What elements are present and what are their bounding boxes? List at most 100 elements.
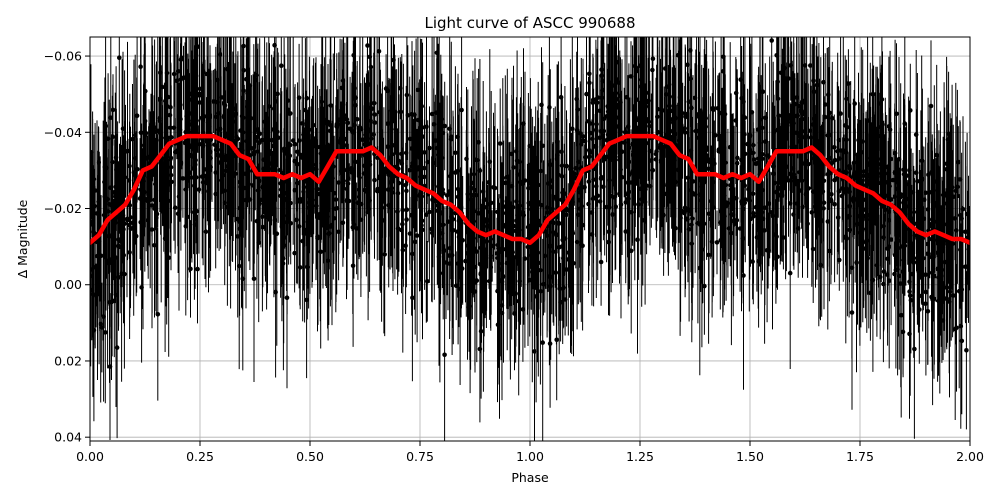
data-point bbox=[664, 92, 669, 97]
data-point bbox=[303, 107, 308, 113]
data-point bbox=[702, 164, 707, 170]
data-point bbox=[105, 136, 111, 142]
data-point bbox=[806, 161, 811, 167]
data-point bbox=[400, 207, 406, 213]
data-point bbox=[594, 121, 599, 127]
data-point bbox=[604, 137, 610, 143]
data-point bbox=[299, 155, 305, 160]
data-point bbox=[908, 108, 913, 113]
data-point bbox=[420, 134, 425, 139]
data-point bbox=[355, 200, 361, 206]
data-point bbox=[132, 197, 137, 203]
data-point bbox=[925, 207, 931, 212]
data-point bbox=[669, 181, 674, 187]
data-point bbox=[658, 159, 664, 165]
data-point bbox=[496, 246, 501, 251]
data-point bbox=[863, 246, 868, 251]
data-point bbox=[947, 194, 953, 200]
data-point bbox=[255, 127, 260, 132]
data-point bbox=[114, 345, 120, 350]
data-point bbox=[775, 79, 780, 84]
data-point bbox=[515, 212, 520, 218]
data-point bbox=[176, 194, 182, 199]
data-point bbox=[657, 145, 662, 150]
data-point bbox=[959, 338, 965, 344]
data-point bbox=[302, 231, 307, 237]
data-point bbox=[506, 245, 512, 251]
data-point bbox=[474, 278, 480, 283]
data-point bbox=[686, 227, 692, 232]
data-point bbox=[203, 229, 209, 234]
x-tick-label: 0.00 bbox=[76, 449, 104, 464]
data-point bbox=[148, 145, 154, 150]
data-point bbox=[671, 82, 677, 87]
data-point bbox=[488, 264, 494, 270]
data-point bbox=[863, 182, 869, 188]
data-point bbox=[617, 93, 623, 99]
data-point bbox=[366, 182, 371, 187]
data-point bbox=[549, 184, 555, 190]
data-point bbox=[236, 263, 242, 269]
data-point bbox=[599, 67, 604, 72]
data-point bbox=[666, 168, 671, 173]
data-point bbox=[315, 214, 321, 219]
data-point bbox=[886, 209, 891, 214]
data-point bbox=[360, 137, 366, 142]
data-point bbox=[247, 83, 253, 88]
data-point bbox=[395, 190, 401, 196]
x-tick-label: 1.50 bbox=[736, 449, 764, 464]
data-point bbox=[128, 215, 133, 220]
data-point bbox=[851, 160, 857, 165]
data-point bbox=[726, 226, 732, 231]
data-point bbox=[318, 151, 324, 156]
data-point bbox=[325, 214, 330, 219]
data-point bbox=[389, 95, 395, 100]
data-point bbox=[776, 113, 782, 119]
data-point bbox=[110, 258, 115, 264]
data-point bbox=[230, 119, 236, 124]
data-point bbox=[655, 114, 660, 120]
data-point bbox=[614, 124, 619, 129]
data-point bbox=[547, 274, 552, 279]
data-point bbox=[602, 157, 607, 162]
data-point bbox=[188, 143, 194, 148]
data-point bbox=[650, 56, 656, 61]
data-point bbox=[245, 104, 250, 110]
data-point bbox=[156, 130, 162, 135]
data-point bbox=[237, 205, 243, 211]
data-point bbox=[559, 174, 565, 179]
data-point bbox=[802, 129, 807, 134]
data-point bbox=[509, 183, 515, 189]
data-point bbox=[796, 103, 802, 109]
data-point bbox=[444, 193, 450, 198]
data-point bbox=[677, 226, 683, 232]
data-point bbox=[722, 139, 727, 145]
data-point bbox=[295, 161, 300, 167]
data-point bbox=[163, 192, 169, 198]
data-point bbox=[334, 205, 340, 211]
data-point bbox=[244, 76, 249, 82]
data-point bbox=[120, 126, 126, 131]
data-point bbox=[197, 141, 202, 147]
data-point bbox=[725, 201, 731, 206]
data-point bbox=[716, 147, 722, 152]
data-point bbox=[613, 115, 619, 120]
data-point bbox=[438, 222, 443, 228]
data-point bbox=[649, 158, 654, 163]
data-point bbox=[775, 127, 780, 133]
data-point bbox=[942, 201, 947, 206]
data-point bbox=[353, 103, 358, 108]
data-point bbox=[564, 163, 570, 169]
data-point bbox=[90, 287, 95, 293]
data-point bbox=[784, 164, 789, 170]
data-point bbox=[759, 211, 764, 216]
data-point bbox=[733, 118, 739, 123]
data-point bbox=[577, 186, 583, 191]
data-point bbox=[829, 160, 835, 166]
data-point bbox=[367, 158, 372, 164]
data-point bbox=[863, 207, 868, 212]
data-point bbox=[517, 203, 523, 209]
data-point bbox=[837, 257, 842, 263]
data-point bbox=[892, 253, 898, 258]
data-point bbox=[599, 174, 604, 180]
